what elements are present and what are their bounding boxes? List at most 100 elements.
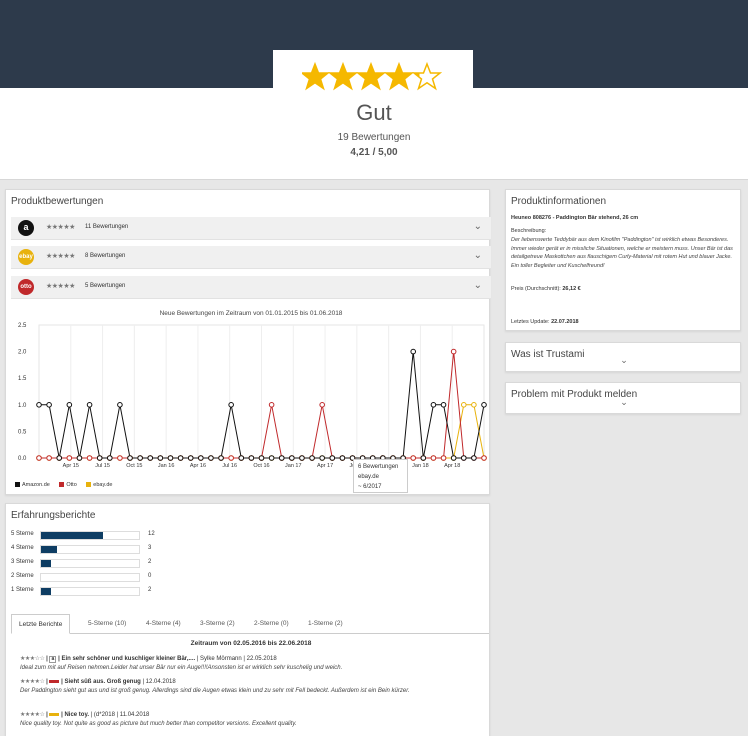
distribution-count: 12 [148,531,155,537]
report-panel[interactable]: Problem mit Produkt melden ⌄ [505,382,741,414]
distribution-bar [40,559,140,568]
report-title[interactable]: Problem mit Produkt melden [511,389,638,400]
data-point [471,402,477,408]
data-point [289,455,295,461]
trustami-panel[interactable]: Was ist Trustami ⌄ [505,342,741,372]
source-row-otto[interactable]: otto ★★★★★ 5 Bewertungen ⌄ [11,276,491,299]
star-icon [357,63,385,90]
source-count: 11 Bewertungen [85,224,129,230]
distribution-label: 1 Sterne [11,587,34,593]
review-tabs: Letzte Berichte 5-Sterne (10) 4-Sterne (… [11,614,489,634]
data-point [471,455,477,461]
data-point [96,455,103,461]
source-row-ebay[interactable]: ebay ★★★★★ 8 Bewertungen ⌄ [11,246,491,269]
data-point [440,402,447,408]
trustami-title[interactable]: Was ist Trustami [511,349,585,360]
legend-item[interactable]: ebay.de [86,482,112,488]
y-tick-label: 0.0 [18,456,27,462]
tab-2-stars[interactable]: 2-Sterne (0) [254,620,289,627]
amazon-icon: a [49,656,57,663]
review-body: Nice quality toy. Not quite as good as p… [20,721,297,727]
star-icon [329,63,357,90]
distribution-bar [40,545,140,554]
x-tick-label: Apr 15 [63,463,79,469]
rating-count: 19 Bewertungen [337,132,411,143]
review-title[interactable]: Ein sehr schöner und kuschliger kleiner … [61,656,196,662]
y-tick-label: 2.5 [18,323,27,329]
distribution-fill [41,546,57,553]
chart-legend: Amazon.de Otto ebay.de [15,482,120,488]
x-tick-label: Apr 18 [444,463,460,469]
source-row-amazon[interactable]: a ★★★★★ 11 Bewertungen ⌄ [11,217,491,240]
legend-label: Amazon.de [22,482,50,488]
star-icon [413,63,441,90]
chevron-down-icon[interactable]: ⌄ [473,250,482,261]
tab-5-stars[interactable]: 5-Sterne (10) [88,620,127,627]
data-point [86,402,93,408]
chevron-down-icon[interactable]: ⌄ [620,397,628,407]
star-icon [302,63,329,90]
review-title[interactable]: Nice toy. [64,712,89,718]
data-point [187,455,194,461]
data-point [319,455,325,461]
data-point [309,455,315,461]
data-point [460,455,467,461]
distribution-fill [41,588,51,595]
amazon-logo-icon: a [18,220,34,236]
data-point [329,455,336,461]
product-info-title: Produktinformationen [511,196,607,207]
y-tick-label: 2.0 [18,350,27,356]
legend-item[interactable]: Amazon.de [15,482,50,488]
chevron-down-icon[interactable]: ⌄ [473,221,482,232]
distribution-count: 2 [148,559,152,565]
tab-3-stars[interactable]: 3-Sterne (2) [200,620,235,627]
data-point [339,455,346,461]
tab-latest[interactable]: Letzte Berichte [11,614,71,634]
data-point [218,455,224,461]
data-point [238,455,245,461]
review-stars: ★★★★☆ [20,712,45,718]
review-item: ★★★☆☆ | a | Ein sehr schöner und kuschli… [20,655,490,673]
price-row: Preis (Durchschnitt): 26,12 € [511,286,581,292]
tab-4-stars[interactable]: 4-Sterne (4) [146,620,181,627]
data-point [117,402,123,408]
review-stars: ★★★★☆ [20,679,45,685]
rating-summary [0,88,748,180]
source-stars: ★★★★★ [46,283,75,290]
tooltip-line: ebay.de [358,474,379,480]
data-point [278,455,285,461]
data-point [76,455,83,461]
review-title[interactable]: Sieht süß aus. Groß genug [64,679,141,685]
chevron-down-icon[interactable]: ⌄ [620,355,628,365]
y-tick-label: 0.5 [18,429,27,435]
experience-panel: Erfahrungsberichte 5 Sterne 12 4 Sterne 3 3 … [5,503,490,736]
data-point [248,455,255,461]
data-point [36,455,42,461]
distribution-bar [40,587,140,596]
ebay-icon [49,712,60,716]
data-point [147,455,154,461]
data-point [450,348,457,355]
product-info-panel: Produktinformationen Heuneo 808276 - Pad… [505,189,741,331]
y-tick-label: 1.0 [18,403,27,409]
tab-1-stars[interactable]: 1-Sterne (2) [308,620,343,627]
data-point [258,455,265,461]
tooltip-line: ~ 6/2017 [358,484,382,490]
distribution-fill [41,532,103,539]
legend-item[interactable]: Otto [59,482,77,488]
x-tick-label: Jan 18 [412,463,429,469]
data-point [319,402,325,408]
data-point [450,455,457,461]
legend-label: Otto [66,482,77,488]
x-tick-label: Jan 16 [158,463,175,469]
chart-title: Neue Bewertungen im Zeitraum von 01.01.2… [159,310,343,317]
data-point [86,455,93,461]
chevron-down-icon[interactable]: ⌄ [473,280,482,291]
distribution-label: 2 Sterne [11,573,34,579]
data-point [177,455,184,461]
distribution-fill [41,560,51,567]
data-point [167,455,174,461]
distribution-count: 2 [148,587,152,593]
data-point [137,455,143,461]
star-icon [385,63,413,90]
